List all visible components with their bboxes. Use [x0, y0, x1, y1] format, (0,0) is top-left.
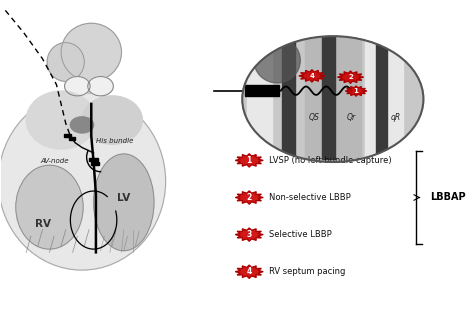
Polygon shape [337, 71, 364, 83]
Polygon shape [235, 191, 263, 204]
Ellipse shape [0, 93, 165, 270]
Ellipse shape [64, 76, 90, 96]
FancyBboxPatch shape [365, 36, 402, 159]
FancyBboxPatch shape [69, 136, 75, 140]
Text: QS: QS [309, 113, 319, 122]
Circle shape [242, 36, 423, 162]
FancyBboxPatch shape [90, 158, 98, 161]
Text: 3: 3 [246, 230, 252, 239]
Ellipse shape [47, 43, 84, 81]
Ellipse shape [26, 91, 96, 149]
Text: 1: 1 [354, 88, 358, 94]
Text: Non-selective LBBP: Non-selective LBBP [269, 193, 350, 202]
Circle shape [242, 36, 423, 162]
FancyBboxPatch shape [376, 36, 387, 159]
Polygon shape [235, 154, 263, 167]
Text: Selective LBBP: Selective LBBP [269, 230, 331, 239]
Text: 2: 2 [246, 193, 252, 202]
Text: Qr: Qr [347, 113, 356, 122]
Ellipse shape [254, 38, 301, 83]
Text: LVSP (no left bundle capture): LVSP (no left bundle capture) [269, 156, 392, 165]
FancyBboxPatch shape [322, 36, 335, 159]
Polygon shape [235, 228, 263, 241]
Ellipse shape [61, 23, 121, 81]
Text: AV-node: AV-node [40, 158, 69, 164]
Text: RV septum pacing: RV septum pacing [269, 267, 345, 276]
Circle shape [70, 117, 93, 133]
Text: 1: 1 [246, 156, 252, 165]
Polygon shape [346, 86, 367, 96]
Text: 2: 2 [348, 74, 353, 80]
Ellipse shape [16, 165, 83, 249]
Text: 4: 4 [246, 267, 252, 276]
FancyBboxPatch shape [64, 134, 71, 137]
Text: LBBAP: LBBAP [430, 192, 466, 202]
Ellipse shape [88, 76, 113, 96]
Text: LV: LV [117, 193, 130, 203]
Polygon shape [235, 265, 263, 278]
FancyBboxPatch shape [245, 85, 279, 96]
FancyBboxPatch shape [282, 36, 295, 159]
Polygon shape [299, 70, 325, 82]
Text: RV: RV [35, 218, 51, 228]
Ellipse shape [82, 96, 142, 144]
FancyBboxPatch shape [305, 36, 361, 159]
FancyBboxPatch shape [91, 162, 99, 165]
Text: 4: 4 [310, 73, 314, 79]
FancyBboxPatch shape [247, 36, 273, 159]
Ellipse shape [93, 154, 154, 251]
Text: qR: qR [391, 113, 401, 122]
Text: His bundle: His bundle [96, 138, 133, 144]
